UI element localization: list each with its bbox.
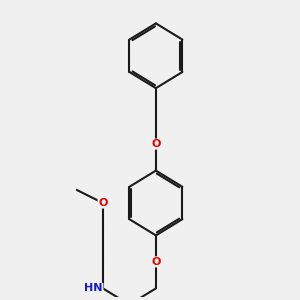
Text: O: O <box>98 198 108 208</box>
Text: O: O <box>151 257 160 267</box>
Text: O: O <box>151 139 160 149</box>
Text: HN: HN <box>84 284 103 293</box>
